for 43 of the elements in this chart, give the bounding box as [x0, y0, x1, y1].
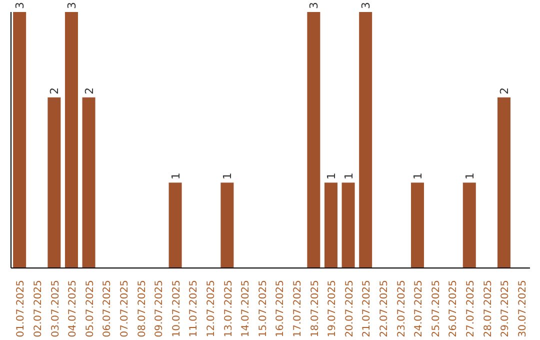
data-label: 3	[360, 2, 373, 9]
x-tick-label: 09.07.2025	[154, 280, 166, 338]
x-tick-label: 21.07.2025	[362, 280, 373, 338]
x-tick-label: 20.07.2025	[344, 280, 356, 338]
x-tick-label: 19.07.2025	[327, 280, 338, 338]
x-tick-label: 30.07.2025	[517, 280, 528, 338]
x-tick-label: 15.07.2025	[258, 280, 269, 338]
x-tick-label: 01.07.2025	[16, 280, 27, 338]
x-tick-label: 06.07.2025	[102, 280, 114, 338]
data-label: 1	[169, 172, 182, 180]
x-tick-label: 25.07.2025	[430, 280, 442, 338]
data-label: 3	[308, 2, 321, 9]
x-tick-label: 10.07.2025	[171, 280, 182, 338]
x-tick-label: 22.07.2025	[378, 280, 390, 338]
x-tick-label: 14.07.2025	[240, 280, 252, 338]
data-label: 2	[48, 87, 62, 94]
data-label: 1	[342, 172, 356, 180]
x-tick-label: 04.07.2025	[68, 280, 79, 338]
data-label: 2	[498, 87, 511, 94]
x-tick-label: 27.07.2025	[465, 280, 476, 338]
x-tick-label: 28.07.2025	[482, 280, 494, 338]
x-tick-label: 11.07.2025	[188, 280, 200, 338]
x-tick-label: 18.07.2025	[310, 280, 321, 338]
data-label: 1	[324, 172, 338, 180]
data-label: 2	[82, 87, 96, 94]
x-tick-label: 26.07.2025	[448, 280, 460, 338]
x-tick-label: 17.07.2025	[292, 280, 304, 338]
x-tick-label: 13.07.2025	[223, 280, 234, 338]
x-tick-label: 12.07.2025	[206, 280, 217, 338]
x-tick-label: 03.07.2025	[50, 280, 62, 338]
x-tick-label: 07.07.2025	[119, 280, 130, 338]
x-tick-label: 08.07.2025	[136, 280, 148, 338]
data-label: 3	[65, 2, 78, 9]
x-tick-label: 29.07.2025	[500, 280, 512, 338]
data-label: 1	[411, 172, 424, 180]
x-tick-label: 02.07.2025	[32, 280, 44, 338]
x-tick-label: 16.07.2025	[275, 280, 286, 338]
data-label: 1	[221, 172, 234, 180]
x-tick-label: 05.07.2025	[84, 280, 96, 338]
x-tick-label: 24.07.2025	[414, 280, 425, 338]
x-tick-label: 23.07.2025	[396, 280, 408, 338]
data-label: 3	[14, 2, 27, 9]
data-label: 1	[463, 172, 476, 180]
